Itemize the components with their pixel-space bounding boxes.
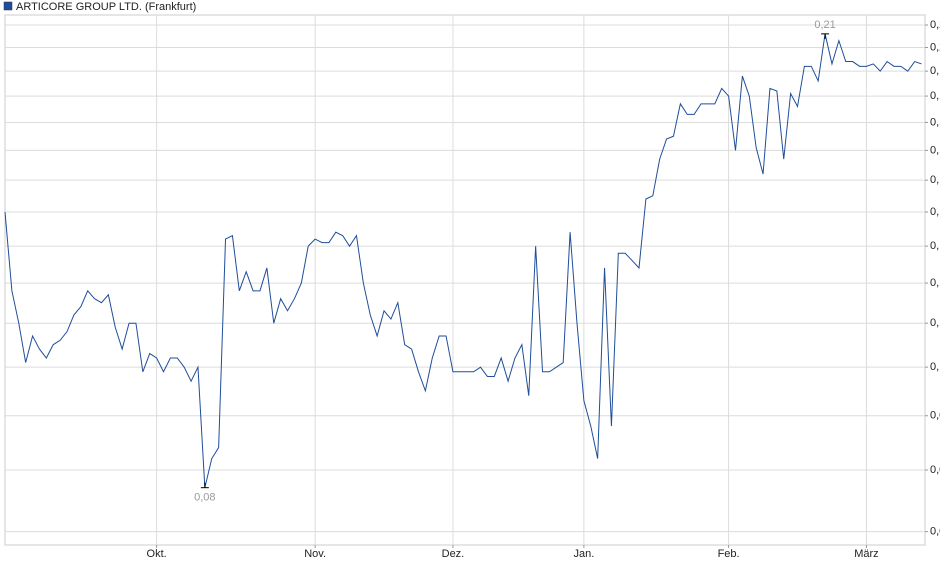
y-tick-label: 0,08 bbox=[930, 464, 940, 476]
legend-swatch bbox=[3, 1, 13, 11]
y-tick-label: 0,21 bbox=[930, 19, 940, 31]
y-tick-label: 0,18 bbox=[930, 90, 940, 102]
x-tick-label: März bbox=[854, 548, 878, 560]
y-tick-label: 0,17 bbox=[930, 116, 940, 128]
x-tick-label: Feb. bbox=[718, 548, 740, 560]
y-tick-label: 0,09 bbox=[930, 410, 940, 422]
x-tick-label: Dez. bbox=[442, 548, 465, 560]
y-tick-label: 0,13 bbox=[930, 240, 940, 252]
plot-area bbox=[4, 14, 926, 546]
price-line bbox=[4, 33, 922, 488]
y-tick-label: 0,20 bbox=[930, 41, 940, 53]
x-tick-label: Okt. bbox=[147, 548, 167, 560]
y-tick-label: 0,16 bbox=[930, 144, 940, 156]
y-tick-label: 0,12 bbox=[930, 277, 940, 289]
y-tick-label: 0,07 bbox=[930, 526, 940, 538]
y-tick-label: 0,19 bbox=[930, 65, 940, 77]
annotation: 0,08 bbox=[194, 492, 215, 504]
y-tick-label: 0,11 bbox=[930, 317, 940, 329]
y-tick-label: 0,15 bbox=[930, 174, 940, 186]
x-tick-label: Jan. bbox=[573, 548, 594, 560]
legend-label: ARTICORE GROUP LTD. (Frankfurt) bbox=[16, 1, 196, 13]
annotation: 0,21 bbox=[814, 19, 835, 31]
x-tick-label: Nov. bbox=[304, 548, 326, 560]
y-tick-label: 0,10 bbox=[930, 361, 940, 373]
y-tick-label: 0,14 bbox=[930, 206, 940, 218]
